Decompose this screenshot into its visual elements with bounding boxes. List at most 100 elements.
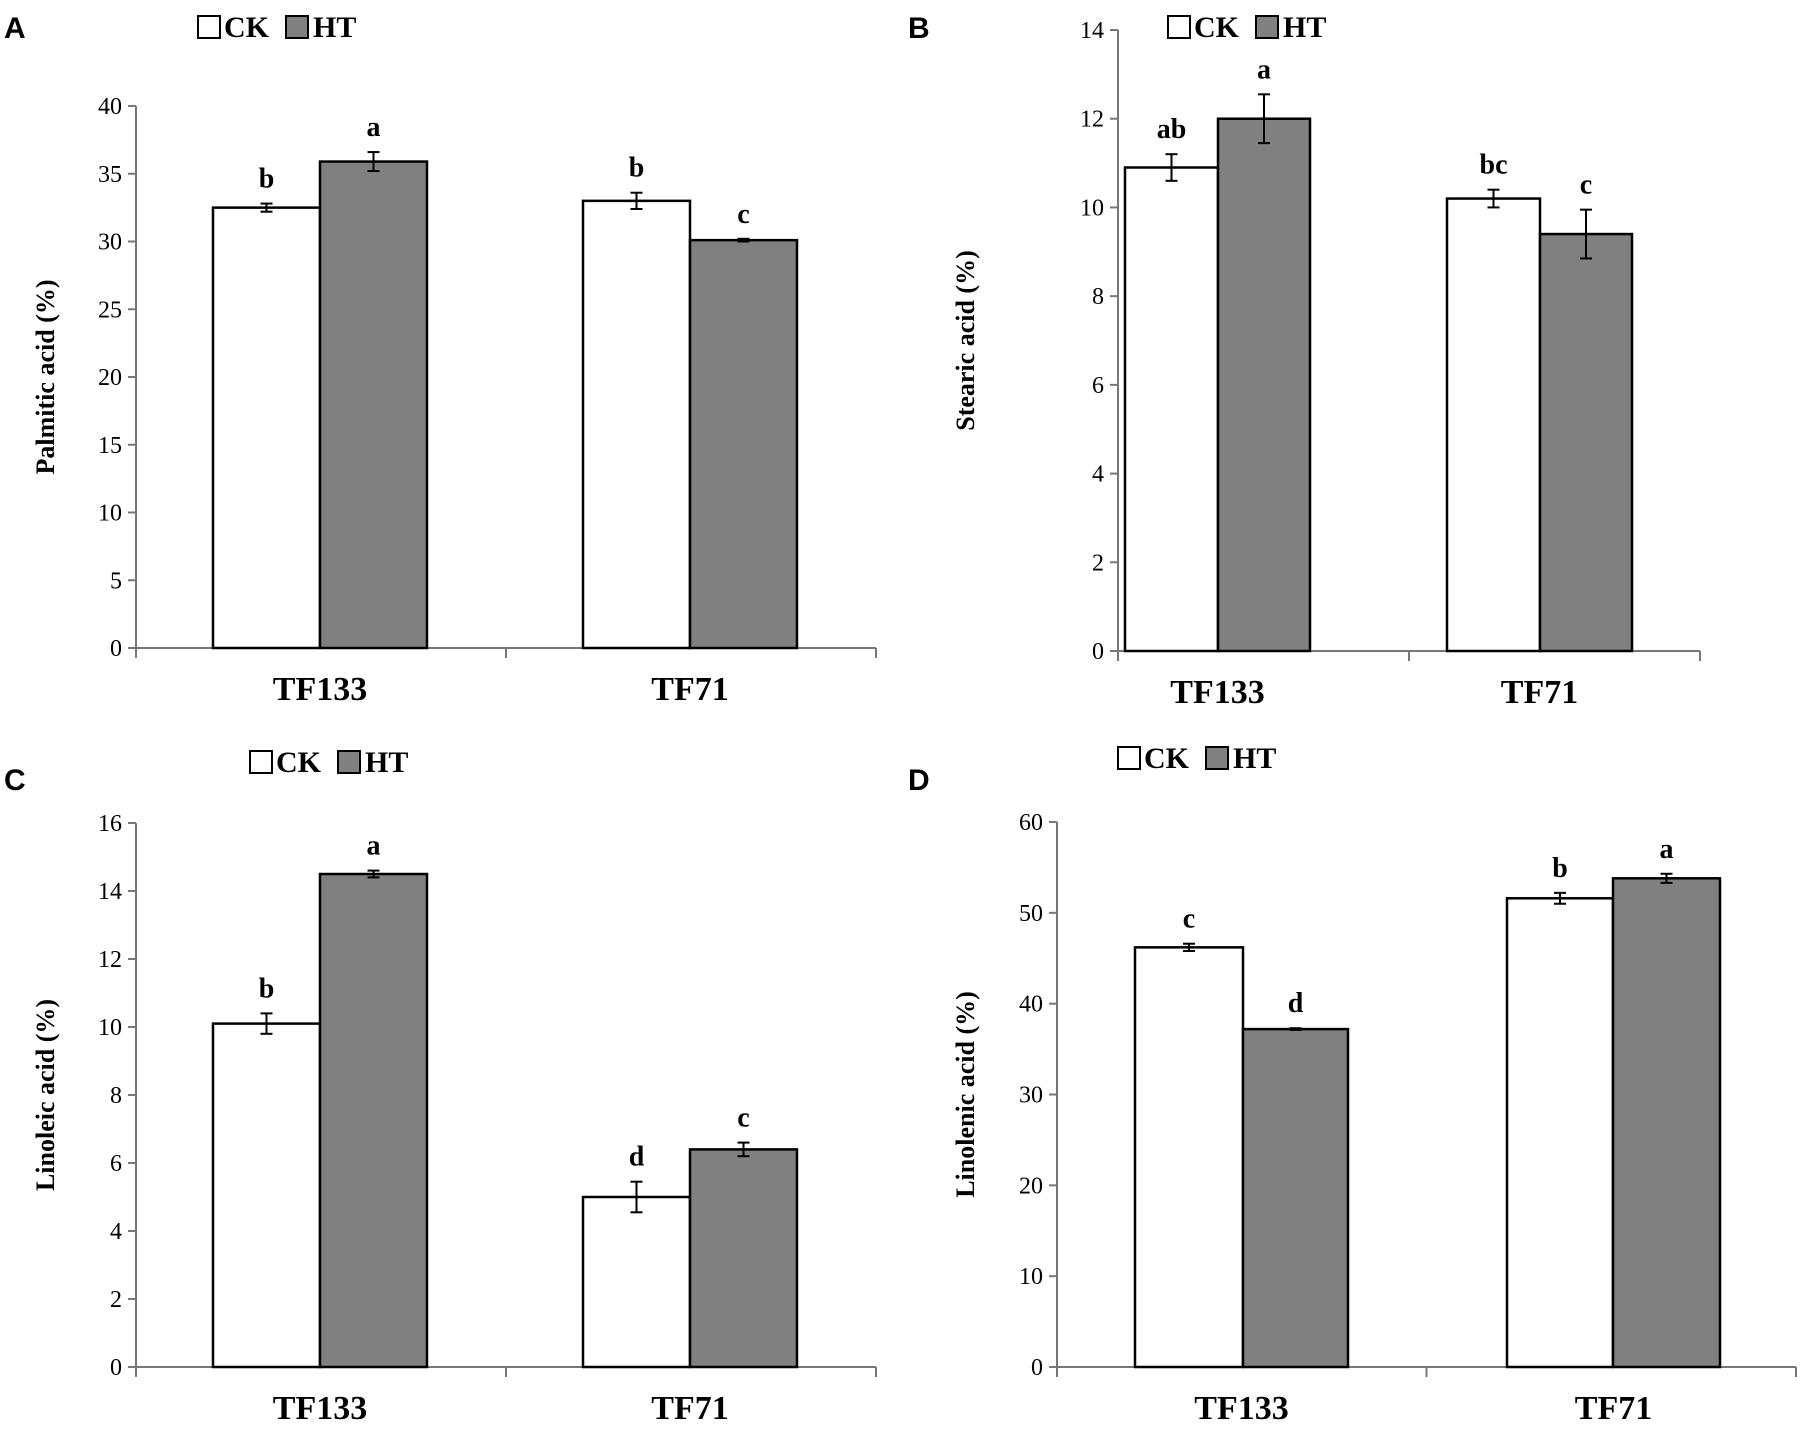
- significance-label: ab: [1157, 114, 1187, 145]
- bar-ht-tf71: [688, 1148, 799, 1369]
- bar-ht-tf133: [318, 160, 429, 650]
- y-tick-label: 40: [1019, 992, 1043, 1018]
- legend-label-ht: HT: [365, 746, 408, 779]
- legend-label-ht: HT: [1233, 742, 1276, 775]
- significance-label: a: [1257, 54, 1271, 85]
- significance-label: c: [737, 199, 749, 230]
- chart-panel-b: B CK HT 0 2 4 6 8 10 12 14 Stearic acid (%) ab a TF133…: [908, 11, 1701, 711]
- significance-label: d: [629, 1142, 645, 1173]
- y-tick-label: 12: [1080, 107, 1104, 133]
- y-tick-label: 2: [1092, 550, 1104, 576]
- y-tick-label: 10: [98, 1015, 122, 1041]
- x-category-label: TF133: [273, 671, 367, 708]
- y-tick-label: 20: [98, 365, 122, 391]
- legend-swatch-ck: [197, 15, 221, 39]
- y-tick-label: 4: [110, 1219, 122, 1245]
- y-tick-label: 50: [1019, 901, 1043, 927]
- significance-label: c: [737, 1103, 749, 1134]
- bar-ck-tf133: [211, 1022, 322, 1369]
- y-tick-label: 10: [1080, 195, 1104, 221]
- legend-label-ck: CK: [224, 11, 270, 44]
- x-category-label: TF71: [651, 1390, 728, 1427]
- y-tick-label: 2: [110, 1287, 122, 1313]
- y-tick-label: 60: [1019, 810, 1043, 836]
- y-tick-label: 10: [1019, 1264, 1043, 1290]
- legend-label-ck: CK: [1144, 742, 1190, 775]
- legend: CK HT: [197, 11, 356, 44]
- legend: CK HT: [1167, 11, 1326, 44]
- significance-label: a: [367, 112, 381, 143]
- y-tick-label: 0: [1031, 1355, 1043, 1381]
- legend-label-ck: CK: [1194, 11, 1240, 44]
- legend-swatch-ht: [337, 750, 361, 774]
- bar-ht-tf71: [1538, 232, 1634, 653]
- y-tick-label: 25: [98, 297, 122, 323]
- y-tick-label: 0: [1092, 639, 1104, 665]
- bar-ck-tf71: [1445, 197, 1542, 653]
- x-category-label: TF133: [1194, 1390, 1288, 1427]
- chart-panel-d: D CK HT 0 10 20 30 40 50 60 Linolenic acid (%) c d TF…: [908, 742, 1797, 1427]
- significance-label: b: [259, 164, 275, 195]
- bar-ht-tf133: [318, 872, 429, 1369]
- y-tick-label: 40: [98, 94, 122, 120]
- x-category-label: TF71: [1575, 1390, 1652, 1427]
- significance-label: d: [1288, 988, 1304, 1019]
- x-category-label: TF133: [273, 1390, 367, 1427]
- y-tick-label: 6: [1092, 373, 1104, 399]
- bar-ck-tf71: [1505, 897, 1615, 1369]
- y-tick-label: 30: [98, 230, 122, 256]
- legend-swatch-ck: [1167, 15, 1191, 39]
- panel-letter: D: [908, 764, 930, 797]
- bar-ht-tf71: [1611, 877, 1722, 1369]
- legend-swatch-ht: [1255, 15, 1279, 39]
- y-tick-label: 12: [98, 947, 122, 973]
- y-tick-label: 8: [110, 1083, 122, 1109]
- x-category-label: TF71: [651, 671, 728, 708]
- legend-label-ck: CK: [276, 746, 322, 779]
- y-tick-label: 16: [98, 811, 122, 837]
- y-tick-label: 10: [98, 501, 122, 527]
- x-category-label: TF71: [1501, 674, 1578, 711]
- legend: CK HT: [1117, 742, 1276, 775]
- y-tick-label: 5: [110, 568, 122, 594]
- y-tick-label: 4: [1092, 462, 1104, 488]
- legend-label-ht: HT: [313, 11, 356, 44]
- y-tick-label: 30: [1019, 1083, 1043, 1109]
- legend-swatch-ht: [1205, 746, 1229, 770]
- y-tick-label: 14: [1080, 18, 1104, 44]
- significance-label: bc: [1480, 150, 1508, 181]
- legend-swatch-ck: [249, 750, 273, 774]
- bar-ck-tf71: [581, 1195, 692, 1369]
- bar-ht-tf71: [688, 238, 799, 650]
- significance-label: c: [1183, 904, 1195, 935]
- y-tick-label: 15: [98, 433, 122, 459]
- significance-label: b: [629, 153, 645, 184]
- y-axis-title: Linolenic acid (%): [951, 991, 980, 1198]
- legend-swatch-ck: [1117, 746, 1141, 770]
- chart-panel-c: C CK HT 0 2 4 6 8 10 12 14 16 Linoleic acid (%) b a TF1…: [4, 746, 877, 1427]
- bar-ck-tf133: [211, 206, 322, 650]
- y-tick-label: 35: [98, 162, 122, 188]
- y-tick-label: 20: [1019, 1173, 1043, 1199]
- legend: CK HT: [249, 746, 408, 779]
- y-tick-label: 8: [1092, 284, 1104, 310]
- y-axis-title: Palmitic acid (%): [31, 280, 60, 475]
- panel-letter: C: [4, 764, 26, 797]
- y-tick-label: 6: [110, 1151, 122, 1177]
- x-category-label: TF133: [1170, 674, 1264, 711]
- panel-letter: B: [908, 12, 930, 45]
- significance-label: a: [367, 831, 381, 862]
- bar-ht-tf133: [1241, 1027, 1350, 1369]
- y-tick-label: 0: [110, 1355, 122, 1381]
- significance-label: a: [1660, 834, 1674, 865]
- legend-swatch-ht: [285, 15, 309, 39]
- legend-label-ht: HT: [1283, 11, 1326, 44]
- y-tick-label: 0: [110, 636, 122, 662]
- y-axis-title: Stearic acid (%): [951, 250, 980, 431]
- panel-letter: A: [4, 12, 26, 45]
- bar-ck-tf133: [1133, 946, 1245, 1369]
- bar-ck-tf133: [1123, 166, 1220, 653]
- chart-panel-a: A CK HT 0 5 10 15 20 25 30 35 40 Palmitic acid (%) b a…: [4, 11, 877, 708]
- significance-label: c: [1580, 170, 1592, 201]
